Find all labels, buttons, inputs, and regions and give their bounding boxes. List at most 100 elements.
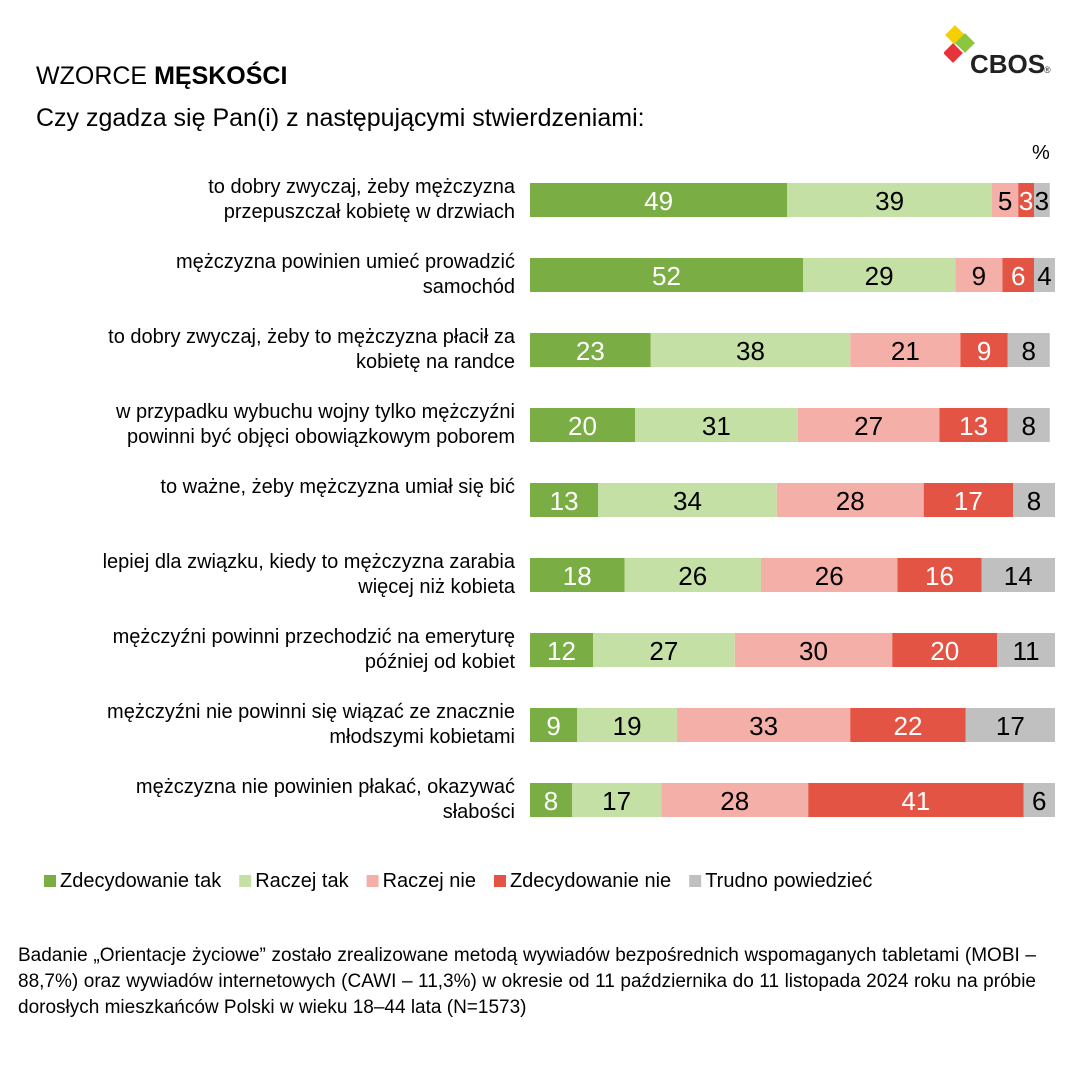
bar-segment [955,258,1003,292]
bar-segment [776,483,924,517]
legend-swatch [44,875,56,887]
bar-segment [530,333,651,367]
bar-segment [530,408,635,442]
value-label: 38 [736,336,765,366]
category-label: w przypadku wybuchu wojny tylko mężczyźn… [115,401,515,448]
logo-registered: ® [1044,65,1051,75]
value-label: 19 [613,711,642,741]
category-label: lepiej dla związku, kiedy to mężczyzna z… [102,551,515,598]
bar-segment [965,708,1055,742]
bar-segment [1013,483,1055,517]
value-label: 17 [954,486,983,516]
bar-segment [992,183,1019,217]
bar-segment [593,633,735,667]
value-label: 8 [1022,411,1036,441]
category-label: mężczyźni nie powinni się wiązać ze znac… [107,701,515,748]
bar-segment [530,258,803,292]
bar-segment [761,558,898,592]
value-label: 23 [576,336,605,366]
value-label: 9 [977,336,991,366]
bar-segment [530,183,788,217]
category-label: mężczyzna nie powinien płakać, okazywać … [135,776,515,823]
value-label: 16 [925,561,954,591]
bar-segment [734,633,893,667]
legend-label: Raczej tak [255,870,349,892]
value-label: 52 [652,261,681,291]
title-regular: WZORCE [36,62,148,90]
bar-segment [939,408,1008,442]
bar-segment [530,483,599,517]
category-label: to ważne, żeby mężczyzna umiał się bić [160,476,515,498]
value-label: 13 [959,411,988,441]
value-label: 8 [1022,336,1036,366]
logo-mark: CBOS ® [943,25,1051,79]
value-label: 39 [875,186,904,216]
bar-segment [1002,258,1034,292]
bar-segment [997,633,1055,667]
value-label: 33 [749,711,778,741]
value-label: 20 [930,636,959,666]
bar-segment [897,558,982,592]
bar-segment [624,558,761,592]
value-label: 3 [1019,186,1033,216]
bar-segment [850,333,961,367]
value-label: 17 [602,786,631,816]
unit-label: % [1032,142,1050,164]
bar-segment [530,783,572,817]
footnote: Badanie „Orientacje życiowe” zostało zre… [18,945,1036,1018]
bar-segment [960,333,1008,367]
legend-swatch [366,875,379,887]
bar-segment [598,483,777,517]
bar-segment [981,558,1055,592]
legend-swatch [493,875,506,887]
bar-segment [661,783,809,817]
category-label: mężczyźni powinni przechodzić na emerytu… [112,626,515,673]
bar-segment [572,783,662,817]
value-label: 12 [547,636,576,666]
value-label: 31 [702,411,731,441]
value-label: 21 [891,336,920,366]
bar-segment [530,633,593,667]
value-label: 6 [1032,786,1046,816]
title-bold: MĘSKOŚCI [154,62,288,90]
bar-segment [530,558,625,592]
value-label: 29 [865,261,894,291]
value-label: 41 [901,786,930,816]
category-label: to dobry zwyczaj, żeby to mężczyzna płac… [108,326,515,373]
category-label: mężczyzna powinien umieć prowadzić samoc… [175,251,515,298]
legend-label: Zdecydowanie tak [60,870,222,892]
value-label: 9 [972,261,986,291]
value-label: 9 [546,711,560,741]
logo: CBOS ® [943,22,1064,82]
value-label: 28 [836,486,865,516]
bar-segment [892,633,998,667]
legend-swatch [239,875,252,887]
bar-segment [1007,408,1050,442]
legend-label: Raczej nie [383,870,476,892]
value-label: 18 [563,561,592,591]
bar-segment [787,183,992,217]
value-label: 14 [1004,561,1033,591]
bar-segment [803,258,956,292]
value-label: 26 [678,561,707,591]
legend-label: Trudno powiedzieć [705,870,872,892]
value-label: 30 [799,636,828,666]
value-label: 34 [673,486,702,516]
bar-segment [1034,183,1050,217]
bar-segment [530,708,578,742]
value-label: 13 [550,486,579,516]
bar-segment [635,408,798,442]
bar-segment [1018,183,1034,217]
value-label: 6 [1011,261,1025,291]
value-label: 27 [649,636,678,666]
bar-segment [1023,783,1055,817]
value-label: 20 [568,411,597,441]
value-label: 26 [815,561,844,591]
value-label: 17 [996,711,1025,741]
value-label: 49 [644,186,673,216]
bar-segment [677,708,851,742]
value-label: 4 [1037,261,1051,291]
bar-segment [923,483,1013,517]
